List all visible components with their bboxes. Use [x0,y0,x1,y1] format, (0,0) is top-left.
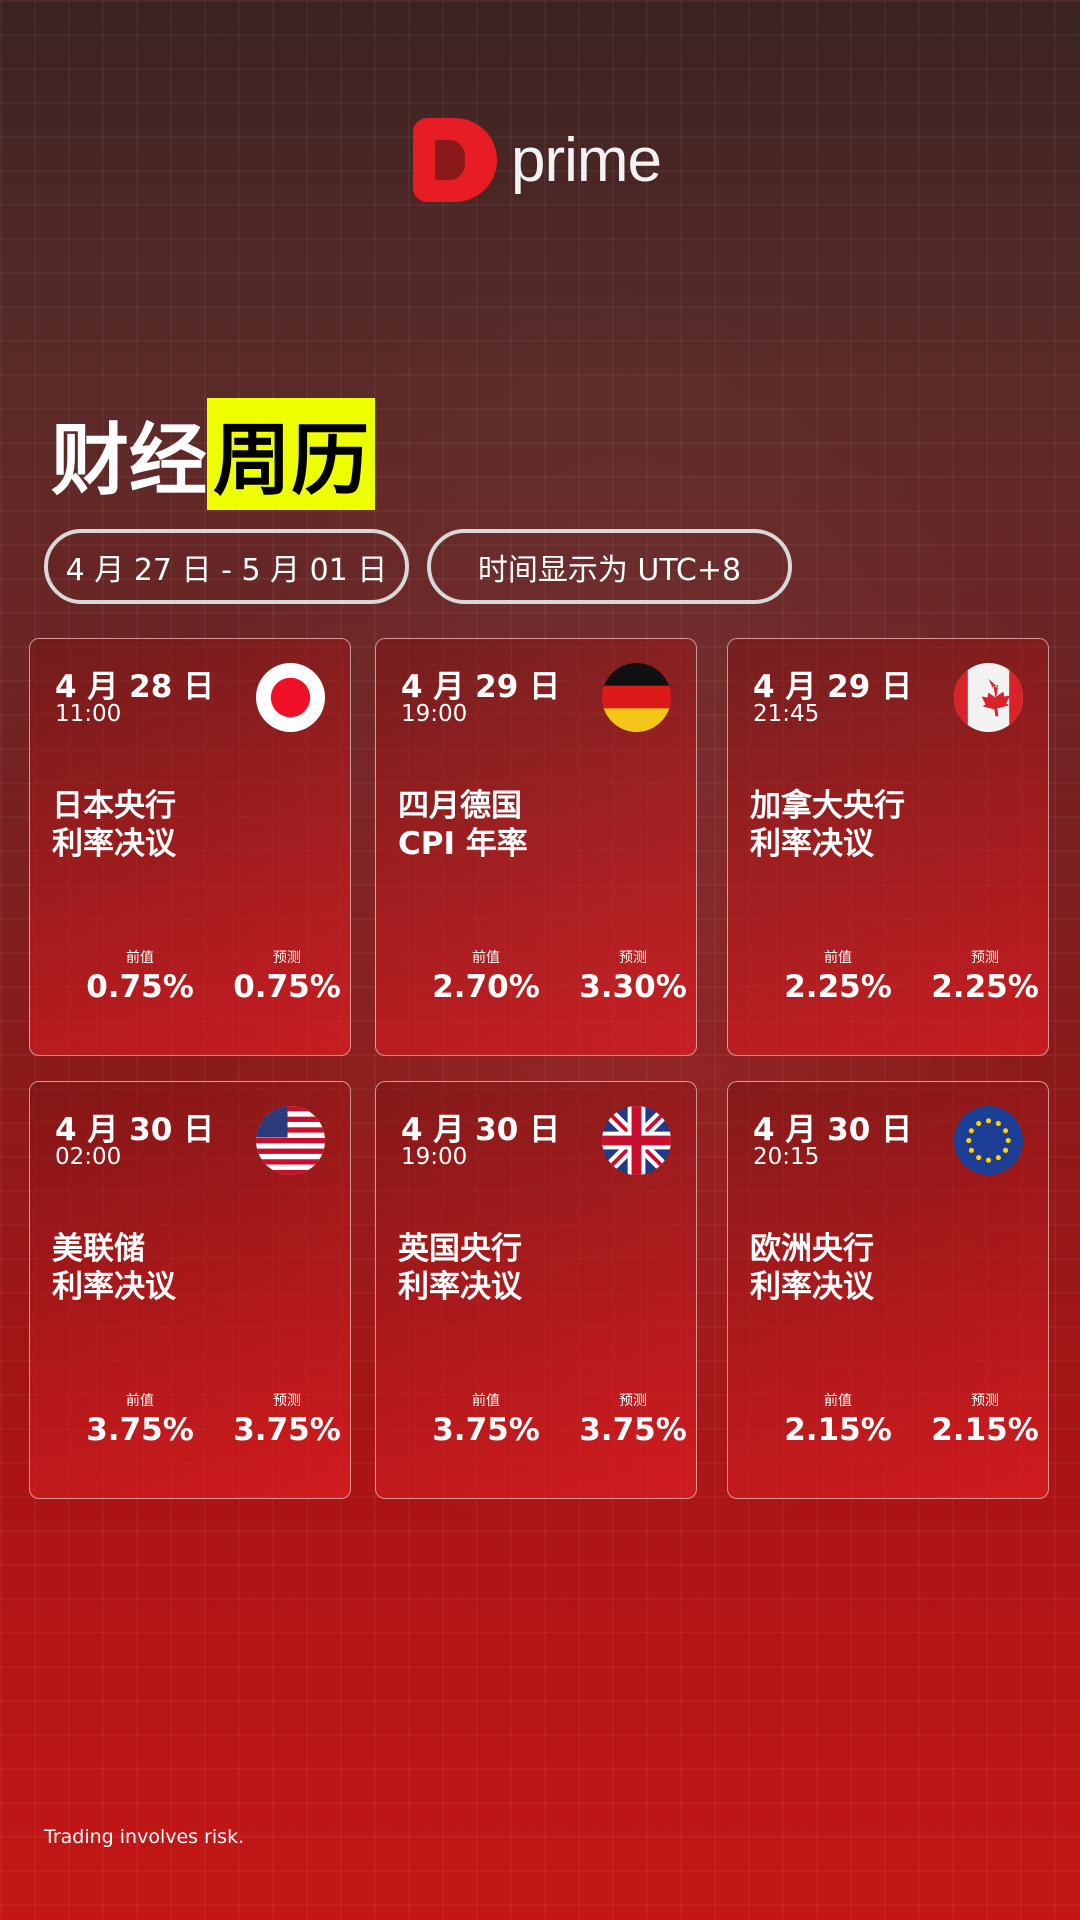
event-title: 英国央行 利率决议 [398,1230,522,1306]
event-title-line1: 美联储 [52,1231,145,1267]
forecast-value: 3.75% [233,1412,341,1448]
previous-value: 0.75% [86,969,194,1005]
title-part1: 财经 [51,416,208,506]
logo-mark-icon [413,118,497,202]
logo-text: prime [511,125,662,195]
event-title-line1: 日本央行 [52,788,176,824]
event-title-line2: 利率决议 [52,826,176,862]
forecast-value: 2.25% [931,969,1039,1005]
previous-label: 前值 [472,950,500,966]
event-card: 4 月 29 日 19:00 四月德国 CPI 年率 前值 预测 2.70% 3.… [375,638,697,1056]
prime-logo: prime [413,118,662,202]
japan-flag-icon [256,663,325,732]
event-title-line1: 欧洲央行 [750,1231,874,1267]
event-time: 11:00 [55,701,122,727]
event-card: 4 月 30 日 19:00 英国央行 利率决议 前值 预测 3.75% 3.75… [375,1081,697,1499]
event-title-line1: 英国央行 [398,1231,522,1267]
event-time: 19:00 [401,701,468,727]
event-date: 4 月 30 日 [401,1112,561,1148]
risk-disclaimer: Trading involves risk. [44,1826,245,1848]
event-title: 四月德国 CPI 年率 [398,787,528,863]
canada-flag-icon [954,663,1023,732]
title-part2-highlight: 周历 [207,398,376,510]
forecast-value: 2.15% [931,1412,1039,1448]
previous-value: 2.25% [784,969,892,1005]
eu-flag-icon [954,1106,1023,1175]
event-date: 4 月 29 日 [401,669,561,705]
event-time: 21:45 [753,701,820,727]
event-title: 日本央行 利率决议 [52,787,176,863]
forecast-label: 预测 [273,950,301,966]
event-date: 4 月 30 日 [55,1112,215,1148]
forecast-label: 预测 [971,950,999,966]
event-title-line2: 利率决议 [52,1269,176,1305]
usa-flag-icon [256,1106,325,1175]
timezone-pill: 时间显示为 UTC+8 [427,529,792,604]
uk-flag-icon [602,1106,671,1175]
previous-label: 前值 [126,1393,154,1409]
page-title: 财经 周历 [51,398,376,510]
germany-flag-icon [602,663,671,732]
previous-label: 前值 [126,950,154,966]
event-title: 美联储 利率决议 [52,1230,176,1306]
event-title-line2: 利率决议 [398,1269,522,1305]
forecast-label: 预测 [971,1393,999,1409]
previous-label: 前值 [824,950,852,966]
previous-label: 前值 [472,1393,500,1409]
event-title: 加拿大央行 利率决议 [750,787,905,863]
event-card: 4 月 30 日 20:15 欧洲央行 利率决议 前值 预测 2.15% 2.15… [727,1081,1049,1499]
previous-label: 前值 [824,1393,852,1409]
event-title-line2: 利率决议 [750,826,874,862]
event-card: 4 月 30 日 02:00 美联储 利率决议 前值 预测 3.75% 3.75% [29,1081,351,1499]
forecast-value: 3.75% [579,1412,687,1448]
previous-value: 2.70% [432,969,540,1005]
previous-value: 3.75% [86,1412,194,1448]
event-card: 4 月 29 日 21:45 加拿大央行 利率决议 前值 预测 2.25% 2.2… [727,638,1049,1056]
event-time: 19:00 [401,1144,468,1170]
previous-value: 3.75% [432,1412,540,1448]
forecast-label: 预测 [619,1393,647,1409]
event-date: 4 月 30 日 [753,1112,913,1148]
event-title-line2: CPI 年率 [398,826,528,862]
event-card: 4 月 28 日 11:00 日本央行 利率决议 前值 预测 0.75% 0.75… [29,638,351,1056]
event-title-line2: 利率决议 [750,1269,874,1305]
event-title-line1: 四月德国 [398,788,522,824]
forecast-label: 预测 [273,1393,301,1409]
previous-value: 2.15% [784,1412,892,1448]
forecast-value: 0.75% [233,969,341,1005]
event-title: 欧洲央行 利率决议 [750,1230,874,1306]
event-date: 4 月 28 日 [55,669,215,705]
event-time: 20:15 [753,1144,820,1170]
event-title-line1: 加拿大央行 [750,788,905,824]
date-range-pill: 4 月 27 日 - 5 月 01 日 [44,529,409,604]
forecast-value: 3.30% [579,969,687,1005]
forecast-label: 预测 [619,950,647,966]
event-time: 02:00 [55,1144,122,1170]
event-date: 4 月 29 日 [753,669,913,705]
